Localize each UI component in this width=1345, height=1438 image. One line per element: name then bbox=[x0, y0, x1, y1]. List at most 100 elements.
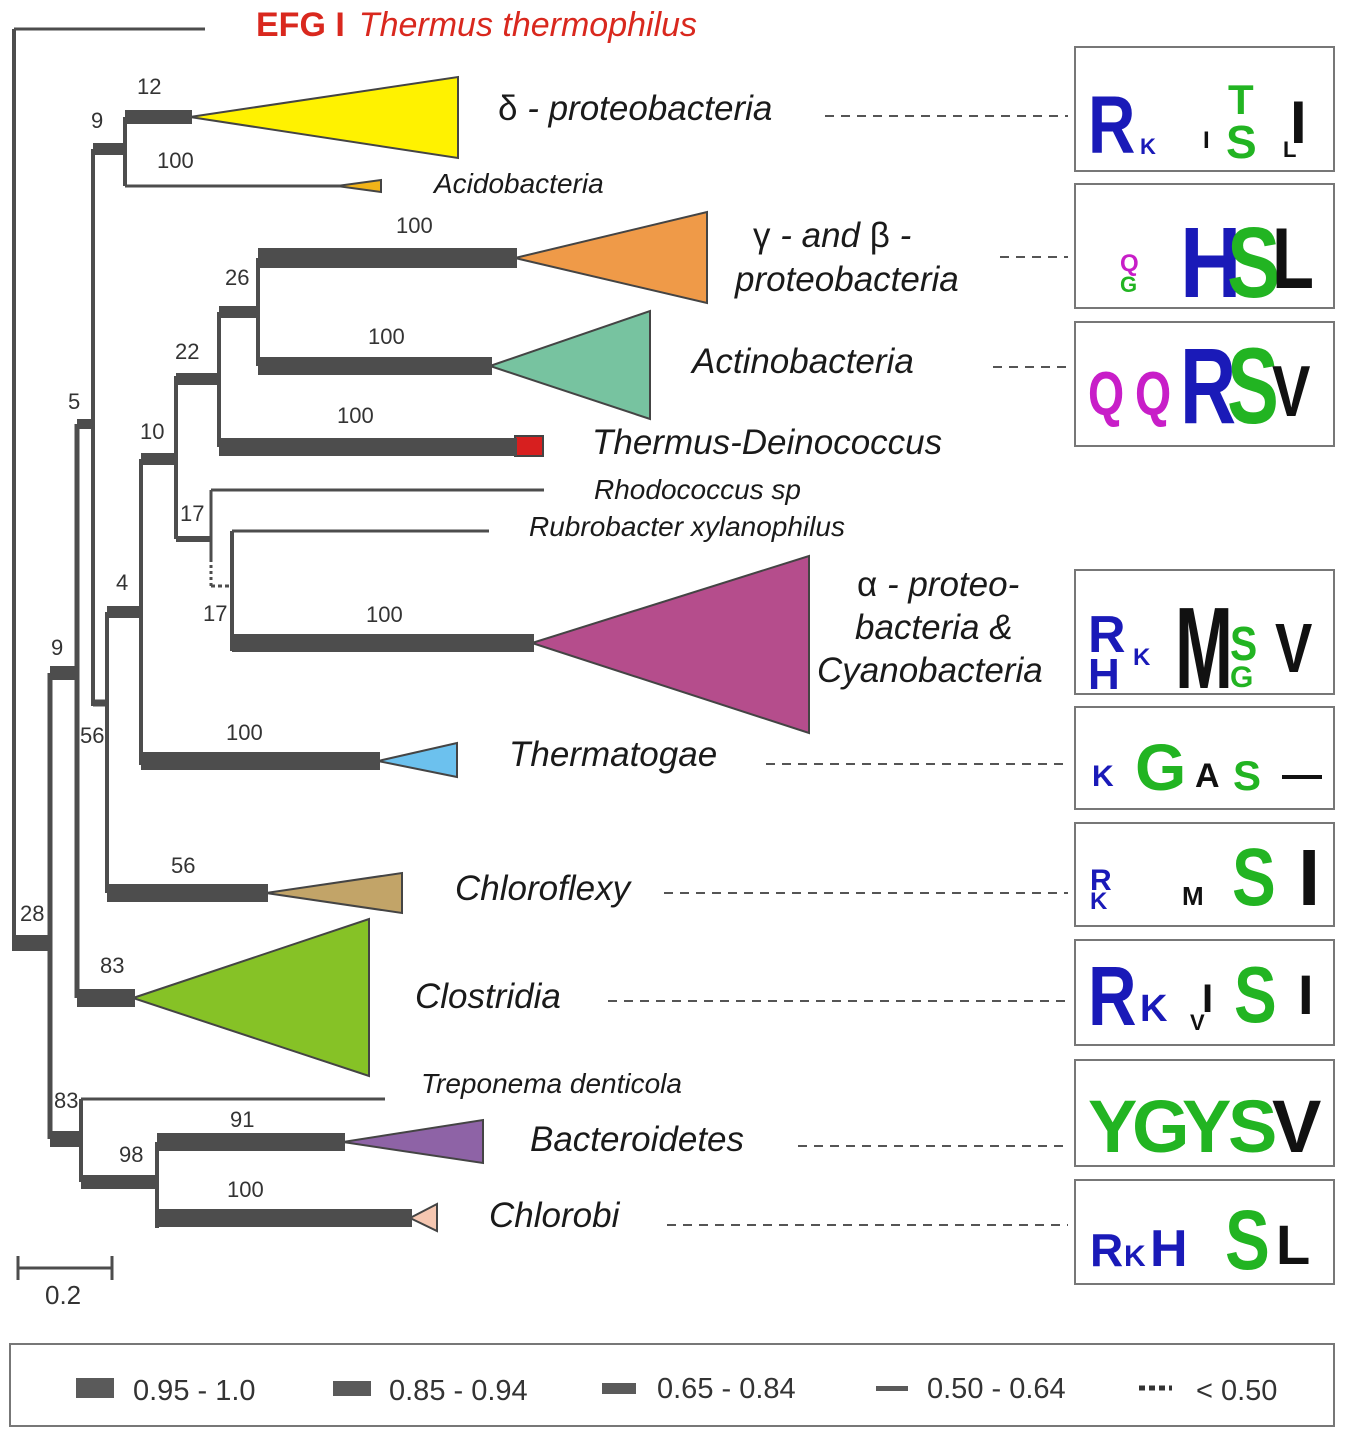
alpha-label-line1: α - proteo- bbox=[857, 565, 1019, 604]
logo-letter: Q bbox=[1120, 250, 1139, 277]
gamma-and: - and bbox=[771, 216, 870, 255]
legend-label: 0.65 - 0.84 bbox=[657, 1373, 796, 1405]
logo-letter: S bbox=[1234, 950, 1277, 1039]
logo-letter: S bbox=[1230, 618, 1257, 671]
gamma-symbol: γ bbox=[753, 216, 771, 255]
support-value: 4 bbox=[116, 570, 128, 595]
bacteroidetes-clade-triangle bbox=[342, 1118, 484, 1165]
logo-letter: H bbox=[1088, 650, 1120, 699]
logo-letter: I bbox=[1202, 977, 1213, 1021]
logo-letter: G bbox=[1132, 1085, 1190, 1168]
support-value: 100 bbox=[226, 720, 263, 745]
logo-letter: S bbox=[1228, 1085, 1277, 1168]
logo-letter: L bbox=[1283, 137, 1296, 162]
logo-letter: M bbox=[1175, 584, 1233, 714]
acidobacteria-label: Acidobacteria bbox=[432, 168, 604, 199]
logo-letter: Y bbox=[1182, 1085, 1231, 1168]
legend-swatch-thin bbox=[602, 1383, 636, 1394]
support-value: 100 bbox=[396, 213, 433, 238]
logo-letter: H bbox=[1150, 1220, 1188, 1278]
support-value: 56 bbox=[80, 723, 104, 748]
support-values: 12 9 100 100 26 100 22 100 10 17 17 100 … bbox=[20, 74, 433, 1202]
support-value: 9 bbox=[91, 108, 103, 133]
support-value: 56 bbox=[171, 853, 195, 878]
logo-letter: K bbox=[1124, 1240, 1146, 1273]
delta-name: - proteobacteria bbox=[517, 89, 772, 128]
sequence-logos: R K I T S I L Q G H S L Q Q R S V bbox=[1074, 46, 1335, 1288]
logo-letter: G bbox=[1120, 272, 1137, 297]
actinobacteria-clade-triangle bbox=[486, 309, 651, 421]
support-value: 83 bbox=[100, 953, 124, 978]
logo-letter: T bbox=[1228, 76, 1254, 123]
actinobacteria-label: Actinobacteria bbox=[690, 342, 914, 381]
delta-symbol: δ bbox=[498, 89, 517, 128]
outgroup-label: EFG I Thermus thermophilus bbox=[256, 6, 697, 44]
support-value: 17 bbox=[203, 601, 227, 626]
chloroflexy-clade-triangle bbox=[265, 871, 403, 915]
logo-letter: K bbox=[1140, 988, 1168, 1030]
logo-box-delta: R K I T S I L bbox=[1074, 46, 1335, 172]
logo-letter: R bbox=[1090, 864, 1112, 897]
logo-letter: K bbox=[1092, 760, 1114, 793]
logo-letter: S bbox=[1226, 116, 1257, 168]
clostridia-clade-triangle bbox=[129, 917, 370, 1078]
gamma-beta-dash: - bbox=[890, 216, 911, 255]
logo-letter: V bbox=[1190, 1010, 1205, 1035]
logo-box-alpha: R H K M S G V bbox=[1074, 569, 1335, 714]
support-value: 10 bbox=[140, 419, 164, 444]
logo-letter: R bbox=[1088, 606, 1126, 664]
logo-letter: Q bbox=[1135, 358, 1171, 428]
support-value: 26 bbox=[225, 265, 249, 290]
support-value: 91 bbox=[230, 1107, 254, 1132]
gamma-beta-label-line2: proteobacteria bbox=[734, 260, 959, 299]
logo-letter: S bbox=[1225, 1194, 1270, 1288]
logo-letter: H bbox=[1180, 206, 1241, 318]
rubrobacter-label: Rubrobacter xylanophilus bbox=[529, 511, 845, 542]
alpha-label-line3: Cyanobacteria bbox=[817, 651, 1043, 690]
clostridia-label: Clostridia bbox=[415, 977, 561, 1016]
legend-swatch-hairline bbox=[876, 1386, 908, 1391]
gamma-beta-label-line1: γ - and β - bbox=[753, 216, 911, 255]
thermatogae-clade-triangle bbox=[377, 741, 458, 779]
logo-letter: K bbox=[1090, 888, 1108, 915]
legend-swatch-thick bbox=[76, 1378, 114, 1398]
thermus-clade-block bbox=[514, 435, 544, 457]
logo-box-clostridia: R K I V S I bbox=[1074, 939, 1335, 1046]
support-value: 98 bbox=[119, 1142, 143, 1167]
delta-clade-triangle bbox=[189, 75, 459, 160]
outgroup-prefix: EFG I bbox=[256, 6, 345, 44]
logo-letter: V bbox=[1275, 610, 1312, 687]
logo-letter: G bbox=[1135, 730, 1186, 804]
logo-letter: K bbox=[1140, 134, 1156, 159]
thermus-deinococcus-label: Thermus-Deinococcus bbox=[592, 423, 942, 462]
support-value: 12 bbox=[137, 74, 161, 99]
support-value: 22 bbox=[175, 339, 199, 364]
logo-box-actinobacteria: Q Q R S V bbox=[1074, 321, 1335, 447]
support-value: 100 bbox=[227, 1177, 264, 1202]
treponema-label: Treponema denticola bbox=[421, 1068, 682, 1099]
logo-letter: L bbox=[1272, 211, 1314, 307]
support-value: 17 bbox=[180, 501, 204, 526]
scale-bar: 0.2 bbox=[16, 1256, 114, 1310]
logo-letter: S bbox=[1233, 752, 1261, 799]
legend: 0.95 - 1.0 0.85 - 0.94 0.65 - 0.84 0.50 … bbox=[9, 1343, 1335, 1427]
logo-letter: V bbox=[1272, 351, 1311, 432]
support-value: 5 bbox=[68, 389, 80, 414]
rhodococcus-label: Rhodococcus sp bbox=[594, 474, 801, 505]
alpha-proteo: - proteo- bbox=[877, 565, 1019, 604]
legend-label: 0.85 - 0.94 bbox=[389, 1375, 528, 1407]
logo-letter: L bbox=[1276, 1213, 1310, 1276]
logo-letter: I bbox=[1298, 963, 1314, 1026]
tree-branches bbox=[12, 27, 544, 1228]
legend-label: < 0.50 bbox=[1196, 1375, 1277, 1407]
scale-bar-label: 0.2 bbox=[45, 1280, 81, 1310]
gamma-beta-clade-triangle bbox=[514, 210, 708, 305]
logo-letter: Y bbox=[1088, 1085, 1137, 1168]
logo-letter: R bbox=[1180, 325, 1236, 446]
beta-symbol: β bbox=[870, 216, 890, 255]
logo-letter: I bbox=[1290, 89, 1307, 156]
alpha-symbol: α bbox=[857, 565, 877, 604]
logo-letter: S bbox=[1232, 831, 1276, 923]
legend-label: 0.50 - 0.64 bbox=[927, 1373, 1066, 1405]
